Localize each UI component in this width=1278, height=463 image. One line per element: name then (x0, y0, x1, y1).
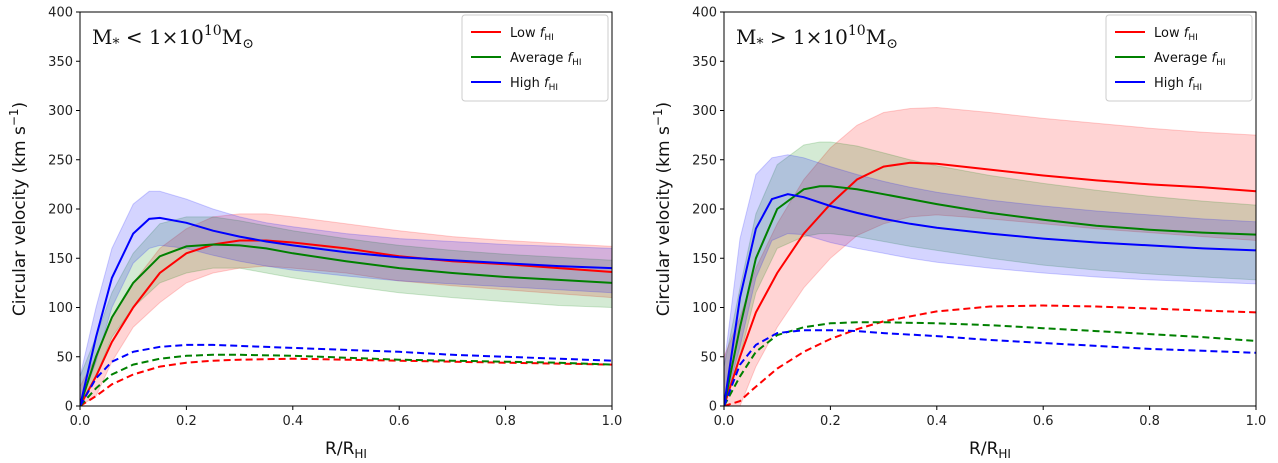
line-low (724, 161, 1256, 406)
legend-box (1105, 14, 1253, 102)
legend-entry-high: High fHI (510, 76, 558, 93)
panel-1: 0.0 0.2 0.4 0.6 0.8 1.0 0 50 100 150 200 250 300 350 4… (7, 6, 622, 462)
legend-entry-low: Low fHI (510, 26, 554, 43)
y-tick-label: 0 (65, 400, 73, 415)
x-tick-label: 0.0 (714, 414, 735, 429)
legend-box (461, 14, 609, 102)
y-tick-label: 100 (692, 301, 717, 316)
x-tick-label: 0.2 (176, 414, 197, 429)
y-axis-label: Circular velocity (km s−1) (651, 102, 674, 316)
y-tick-label: 300 (48, 104, 73, 119)
y-tick-label: 200 (692, 203, 717, 218)
line-high (80, 216, 612, 406)
y-tick-label: 400 (48, 6, 73, 21)
dashed-line-average (724, 321, 1256, 406)
y-tick-label: 350 (48, 55, 73, 70)
x-tick-label: 0.4 (926, 414, 947, 429)
x-tick-label: 0.0 (70, 414, 91, 429)
y-tick-label: 200 (48, 203, 73, 218)
dashed-line-average (80, 353, 612, 406)
legend-entry-low: Low fHI (1154, 26, 1198, 43)
y-tick-label: 0 (709, 400, 717, 415)
line-high (724, 193, 1256, 406)
legend-entry-average: Average fHI (1154, 51, 1226, 68)
y-axis-label: Circular velocity (km s−1) (7, 102, 30, 316)
y-tick-label: 150 (692, 252, 717, 267)
dashed-line-low (724, 304, 1256, 406)
mass-annotation: M* < 1×1010M⊙ (92, 23, 254, 52)
x-tick-label: 0.8 (495, 414, 516, 429)
y-tick-label: 250 (692, 153, 717, 168)
y-tick-label: 150 (48, 252, 73, 267)
legend-entry-high: High fHI (1154, 76, 1202, 93)
x-tick-label: 0.8 (1139, 414, 1160, 429)
line-average (80, 243, 612, 406)
x-tick-label: 0.6 (1033, 414, 1054, 429)
x-tick-label: 0.4 (282, 414, 303, 429)
dashed-line-high (80, 343, 612, 406)
y-tick-label: 400 (692, 6, 717, 21)
mass-annotation: M* > 1×1010M⊙ (736, 23, 898, 52)
y-tick-label: 50 (56, 350, 73, 365)
y-tick-label: 100 (48, 301, 73, 316)
dashed-line-high (724, 329, 1256, 406)
y-tick-label: 50 (700, 350, 717, 365)
panel-2: 0.0 0.2 0.4 0.6 0.8 1.0 0 50 100 150 200 250 300 350 4… (651, 6, 1266, 462)
line-average (724, 185, 1256, 406)
x-tick-label: 0.6 (389, 414, 410, 429)
x-axis-label: R/RHI (325, 439, 367, 461)
y-tick-label: 250 (48, 153, 73, 168)
x-tick-label: 1.0 (1246, 414, 1267, 429)
x-axis-label: R/RHI (969, 439, 1011, 461)
x-tick-label: 1.0 (602, 414, 623, 429)
y-tick-label: 300 (692, 104, 717, 119)
y-tick-label: 350 (692, 55, 717, 70)
dashed-line-low (80, 357, 612, 406)
legend-entry-average: Average fHI (510, 51, 582, 68)
x-tick-label: 0.2 (820, 414, 841, 429)
